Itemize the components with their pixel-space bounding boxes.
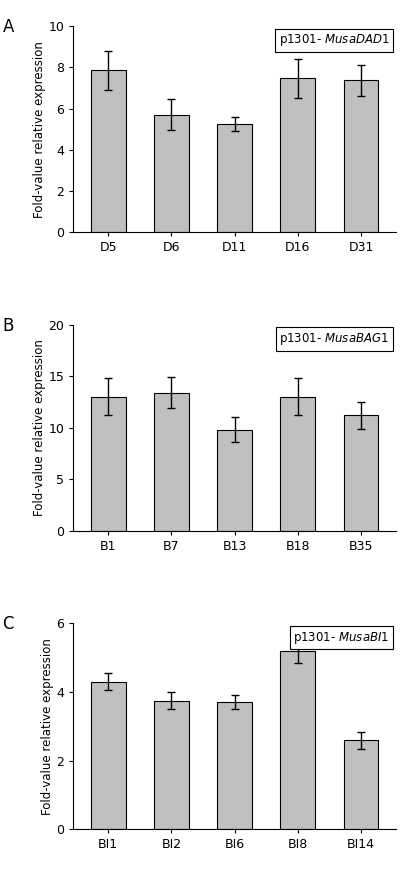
Text: A: A (2, 18, 14, 36)
Bar (344, 416, 378, 531)
Text: p1301- $\it{MusaBI1}$: p1301- $\it{MusaBI1}$ (293, 629, 389, 646)
Text: B: B (2, 317, 14, 334)
Text: p1301- $\it{MusaBAG1}$: p1301- $\it{MusaBAG1}$ (279, 331, 389, 347)
Bar (344, 740, 378, 829)
Text: C: C (2, 615, 14, 633)
Bar (217, 703, 252, 829)
Bar (280, 651, 315, 829)
Bar (217, 124, 252, 232)
Text: p1301- $\it{MusaDAD1}$: p1301- $\it{MusaDAD1}$ (279, 32, 389, 48)
Y-axis label: Fold-value relative expression: Fold-value relative expression (33, 340, 46, 516)
Y-axis label: Fold-value relative expression: Fold-value relative expression (33, 41, 46, 217)
Bar (91, 682, 126, 829)
Bar (154, 114, 189, 232)
Bar (280, 78, 315, 232)
Bar (154, 393, 189, 531)
Bar (154, 701, 189, 829)
Bar (280, 397, 315, 531)
Bar (344, 80, 378, 232)
Bar (91, 397, 126, 531)
Bar (91, 71, 126, 232)
Bar (217, 430, 252, 531)
Y-axis label: Fold-value relative expression: Fold-value relative expression (41, 638, 53, 815)
